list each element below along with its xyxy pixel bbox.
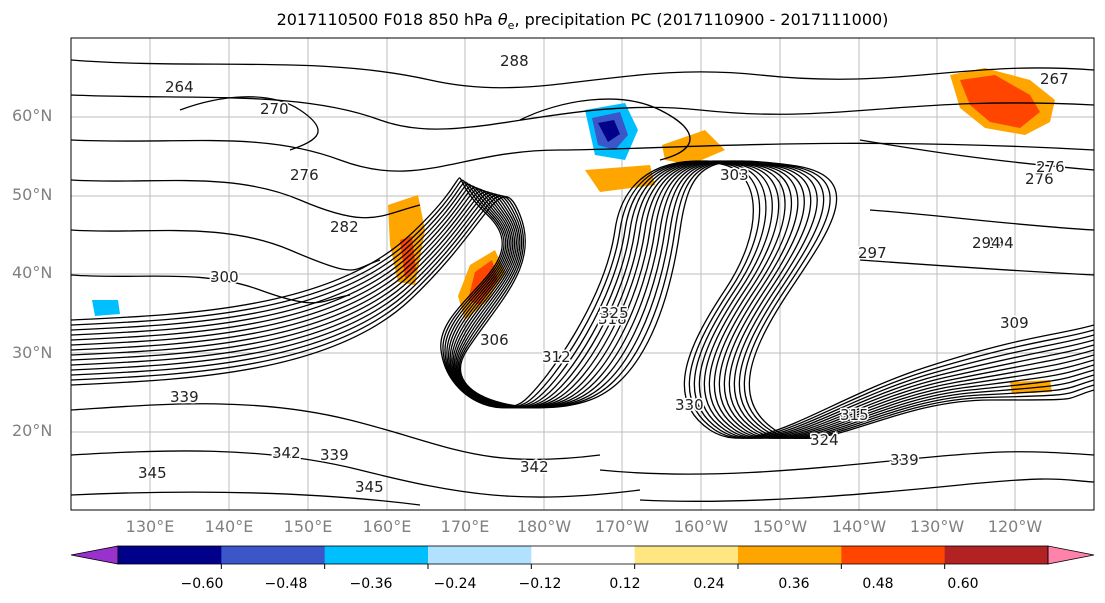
theta-e-contour-zonal [859,259,1094,276]
lon-label-140e: 140°E [204,517,254,536]
theta-e-contour-zonal [71,139,1094,172]
contour-value-label: 276 [1025,170,1054,188]
contour-value-label: 282 [330,218,359,236]
lon-label-150w: 150°W [752,517,808,536]
colorbar-extend-high [1047,545,1095,565]
shade-orange-small-east [1010,380,1052,394]
contour-value-label: 345 [138,464,167,482]
contour-value-label: 270 [260,100,289,118]
theta-e-contour-zonal [71,59,1094,89]
lon-label-170e: 170°E [440,517,490,536]
contour-value-label: 342 [272,444,301,462]
colorbar-swatch [841,546,946,564]
theta-e-contour-zonal [639,478,1094,502]
colorbar-outline [117,545,1049,565]
contour-value-label: 306 [480,331,509,349]
colorbar-swatch [428,546,532,564]
theta-e-contour-zonal [71,179,421,219]
theta-e-contour-zonal [599,451,1094,475]
colorbar-swatch [944,546,1049,564]
colorbar-tick-label: 0.12 [609,576,641,592]
theta-e-contour-jet [71,160,1094,439]
lon-label-130w: 130°W [909,517,965,536]
contour-value-label: 315 [840,406,869,424]
shade-orange-band-north [585,165,655,192]
contour-value-label: 303 [720,166,749,184]
colorbar-tick-label: 0.60 [947,576,979,592]
contour-value-label: 288 [500,52,529,70]
contour-value-label: 339 [320,446,349,464]
contour-value-label: 318 [598,310,627,328]
lat-label-40n: 40°N [12,263,53,282]
contour-value-label: 339 [890,451,919,469]
theta-e-contour-zonal [71,274,351,304]
theta-e-contour-zonal [71,94,1094,130]
contour-value-label: 300 [210,268,239,286]
lat-label-30n: 30°N [12,343,53,362]
map-panel: 288 264 270 276 282 276 294 300 306 303 297 294 312 3… [70,37,1095,511]
colorbar-tick-label: 0.36 [778,576,810,592]
contour-value-label: 312 [542,348,571,366]
lon-label-160w: 160°W [673,517,729,536]
shade-red-cluster-alaska [960,75,1040,128]
lat-label-50n: 50°N [12,185,53,204]
lon-label-160e: 160°E [362,517,412,536]
theta-e-contour-zonal [859,139,1094,171]
contour-value-label: 324 [810,431,839,449]
contour-value-label: 276 [290,166,319,184]
lon-label-180w: 180°W [516,517,572,536]
colorbar-tick-label: −0.36 [349,576,393,592]
lon-label-140w: 140°W [831,517,887,536]
theta-e-contour-zonal [71,450,641,498]
theta-e-contours [71,59,1094,506]
colorbar-swatch [531,546,636,564]
lat-label-20n: 20°N [12,421,53,440]
colorbar-swatch [118,546,222,564]
contour-value-label: 309 [1000,314,1029,332]
shade-blue-small-west [92,300,120,316]
figure-title: 2017110500 F018 850 hPa θe, precipitatio… [276,10,889,33]
theta-e-contour-zonal [179,96,319,151]
theta-e-contour-zonal [71,403,601,461]
contour-value-label: 345 [355,478,384,496]
colorbar-tick-label: −0.60 [180,576,224,592]
contour-value-label: 276 [1036,158,1065,176]
lon-label-120w: 120°W [987,517,1043,536]
contour-value-label: 267 [1040,70,1069,88]
colorbar-tick-label: 0.48 [862,576,894,592]
shade-orange-band-arctic [662,130,725,165]
contour-value-label: 325 [600,304,629,322]
lat-label-60n: 60°N [12,106,53,125]
lon-label-170w: 170°W [594,517,650,536]
colorbar-extend-low [70,545,119,565]
contour-value-label: 294 [972,234,1001,252]
lon-label-150e: 150°E [283,517,333,536]
contour-value-label: 330 [675,396,704,414]
contour-value-label: 342 [520,458,549,476]
map-gridlines [71,38,1094,510]
colorbar-swatch [634,546,739,564]
colorbar-swatch [221,546,326,564]
colorbar-swatch [324,546,429,564]
map-frame [70,37,1095,511]
contour-value-label: 339 [170,388,199,406]
theta-e-contour-zonal [71,491,421,506]
colorbar-tick-label: −0.48 [264,576,308,592]
theta-e-contour-zonal [869,209,1094,231]
contour-labels: 288 264 270 276 282 276 294 300 306 303 297 294 312 3… [137,51,1071,498]
colorbar-tick-label: −0.24 [433,576,477,592]
colorbar-tick-label: −0.12 [518,576,562,592]
colorbar-tick-label: 0.24 [693,576,725,592]
contour-value-label: 294 [985,234,1014,252]
lon-label-130e: 130°E [125,517,175,536]
colorbar-swatch [738,546,842,564]
colorbar [70,545,1095,569]
contour-value-label: 264 [165,78,194,96]
theta-e-contour-jet [71,160,1094,440]
theta-e-contour-zonal [71,229,381,271]
contour-value-label: 297 [858,244,887,262]
theta-e-contour-zonal [519,98,691,161]
shade-blue-low-core [598,120,620,142]
